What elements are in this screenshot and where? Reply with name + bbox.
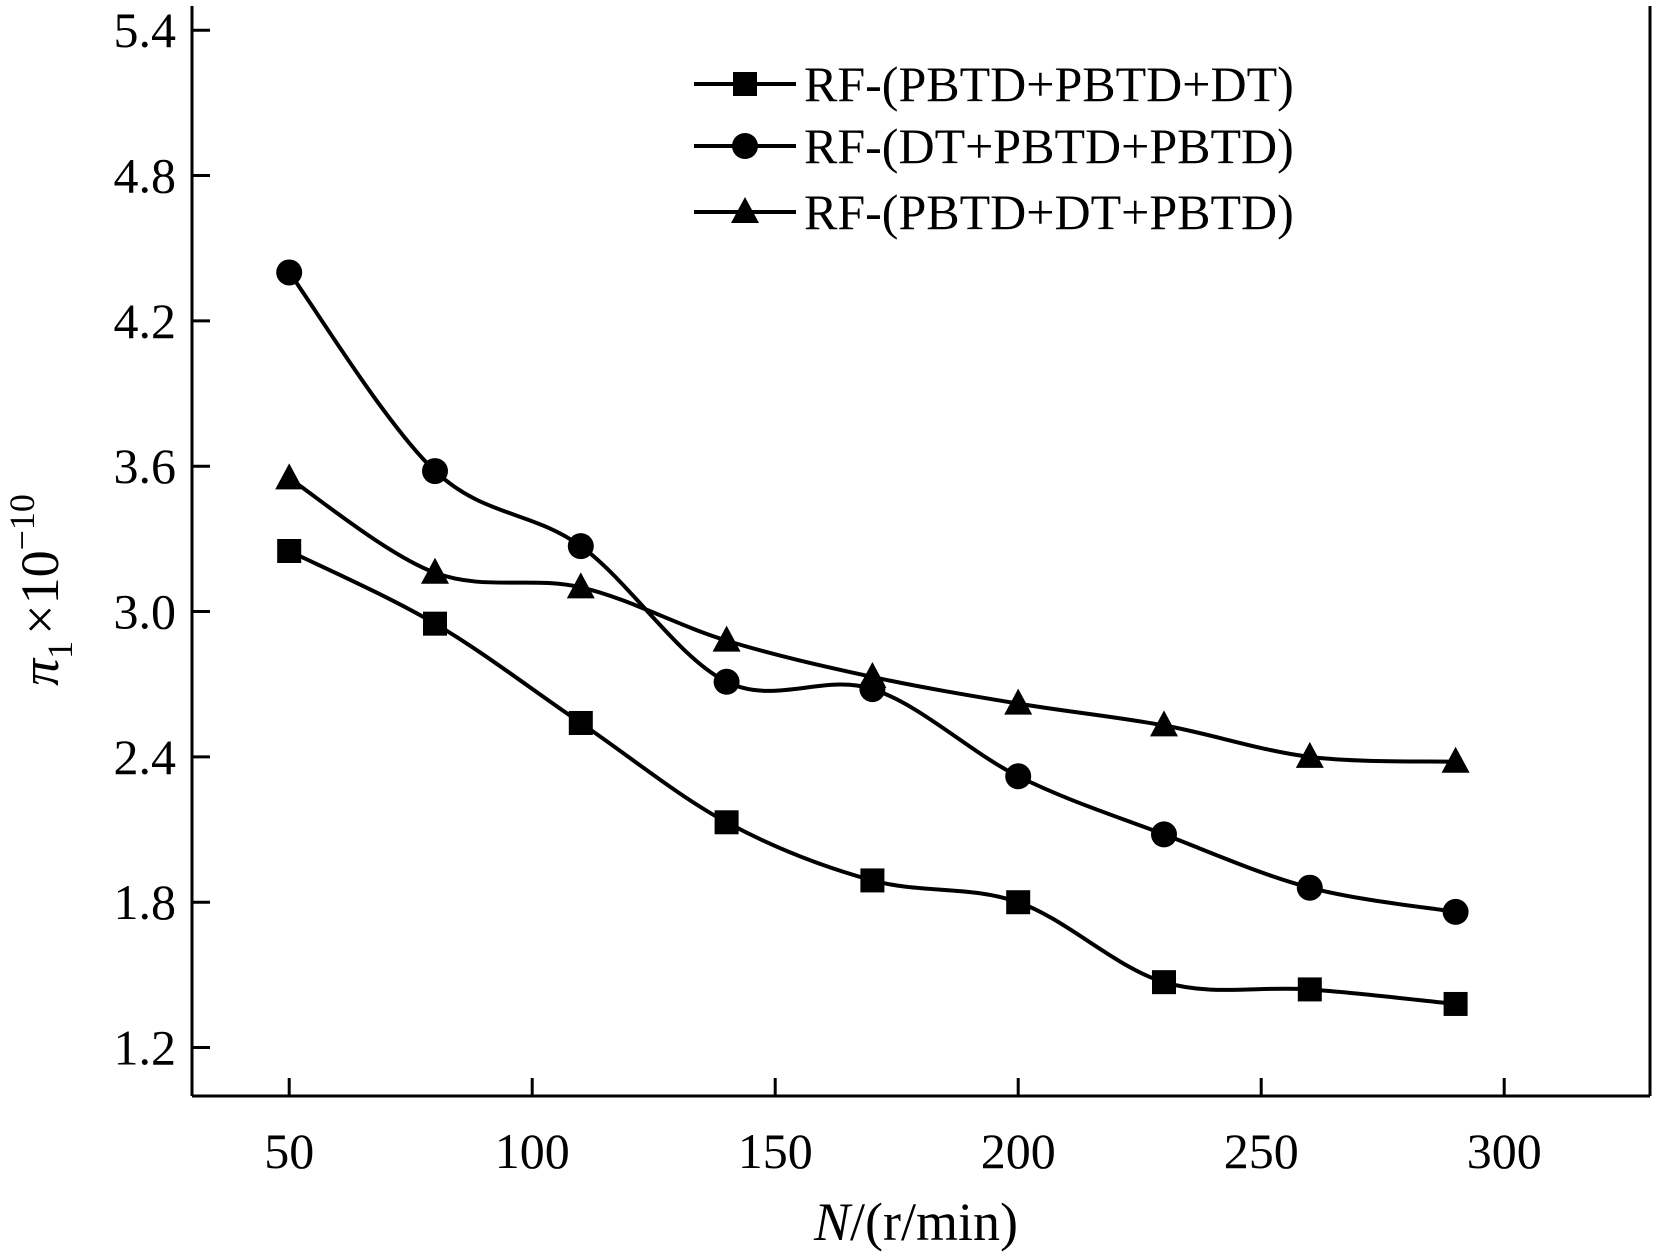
x-axis-unit: /(r/min) xyxy=(850,1192,1018,1252)
data-point xyxy=(421,557,449,584)
data-point xyxy=(1443,991,1468,1016)
data-point xyxy=(423,611,447,636)
data-point xyxy=(275,463,304,490)
legend-label: RF-(PBTD+DT+PBTD) xyxy=(804,184,1294,240)
legend-item-2: RF-(DT+PBTD+PBTD) xyxy=(694,118,1294,174)
legend-label: RF-(PBTD+PBTD+DT) xyxy=(804,56,1294,112)
y-axis-label: π1 ×10−10 xyxy=(2,494,80,686)
data-point xyxy=(1295,741,1324,768)
data-point xyxy=(714,810,739,835)
series-layer xyxy=(275,259,1470,1016)
data-point xyxy=(1296,874,1323,901)
x-tick-label: 300 xyxy=(1467,1123,1542,1179)
data-point xyxy=(1297,977,1322,1002)
data-point xyxy=(1004,688,1033,715)
series-1 xyxy=(277,539,1468,1016)
data-point xyxy=(1006,890,1031,915)
legend: RF-(PBTD+PBTD+DT) RF-(DT+PBTD+PBTD) RF-(PB… xyxy=(694,56,1294,240)
y-tick-label: 5.4 xyxy=(114,2,177,58)
legend-marker xyxy=(733,72,757,96)
legend-item-3: RF-(PBTD+DT+PBTD) xyxy=(694,184,1294,240)
legend-label: RF-(DT+PBTD+PBTD) xyxy=(804,118,1294,174)
plot-axes: 1.2 1.8 2.4 3.0 3.6 4.2 4.8 5.4 50 100 150 200 250 30… xyxy=(114,2,1652,1179)
x-axis-variable: N xyxy=(813,1192,853,1252)
x-tick-label: 50 xyxy=(264,1123,314,1179)
y-tick-label: 4.8 xyxy=(114,148,177,204)
data-point xyxy=(1441,746,1470,773)
y-axis-exponent: −10 xyxy=(2,494,42,550)
x-tick-label: 200 xyxy=(981,1123,1056,1179)
data-point xyxy=(860,868,885,893)
series-line xyxy=(288,476,1456,764)
data-point xyxy=(568,710,593,735)
series-3 xyxy=(275,463,1470,773)
series-line xyxy=(288,549,1456,1006)
y-tick-label: 3.6 xyxy=(114,438,177,494)
y-tick-label: 1.8 xyxy=(114,874,177,930)
y-axis-variable: π xyxy=(10,657,70,686)
data-point xyxy=(713,668,740,695)
legend-marker xyxy=(732,133,758,159)
legend-marker xyxy=(731,197,759,223)
y-axis-multiplier: ×10 xyxy=(10,550,70,634)
data-point xyxy=(277,539,302,563)
x-tick-label: 250 xyxy=(1224,1123,1299,1179)
data-point xyxy=(712,625,741,652)
data-point xyxy=(1150,710,1178,737)
data-point xyxy=(566,572,595,599)
data-point xyxy=(858,661,887,688)
series-2 xyxy=(276,259,1469,925)
data-point xyxy=(1152,970,1176,995)
x-tick-label: 150 xyxy=(738,1123,813,1179)
y-tick-label: 2.4 xyxy=(114,729,177,785)
data-point xyxy=(1442,898,1469,925)
y-axis-subscript: 1 xyxy=(40,641,80,659)
legend-item-1: RF-(PBTD+PBTD+DT) xyxy=(694,56,1294,112)
y-tick-label: 1.2 xyxy=(114,1020,177,1076)
x-tick-label: 100 xyxy=(495,1123,570,1179)
data-point xyxy=(276,259,303,286)
y-tick-label: 3.0 xyxy=(114,584,177,640)
data-point xyxy=(422,458,448,485)
data-point xyxy=(1151,821,1177,848)
data-point xyxy=(567,533,594,560)
x-axis-label: N/(r/min) xyxy=(813,1192,1018,1252)
y-tick-label: 4.2 xyxy=(114,293,177,349)
data-point xyxy=(1005,763,1032,790)
series-line xyxy=(287,271,1456,914)
